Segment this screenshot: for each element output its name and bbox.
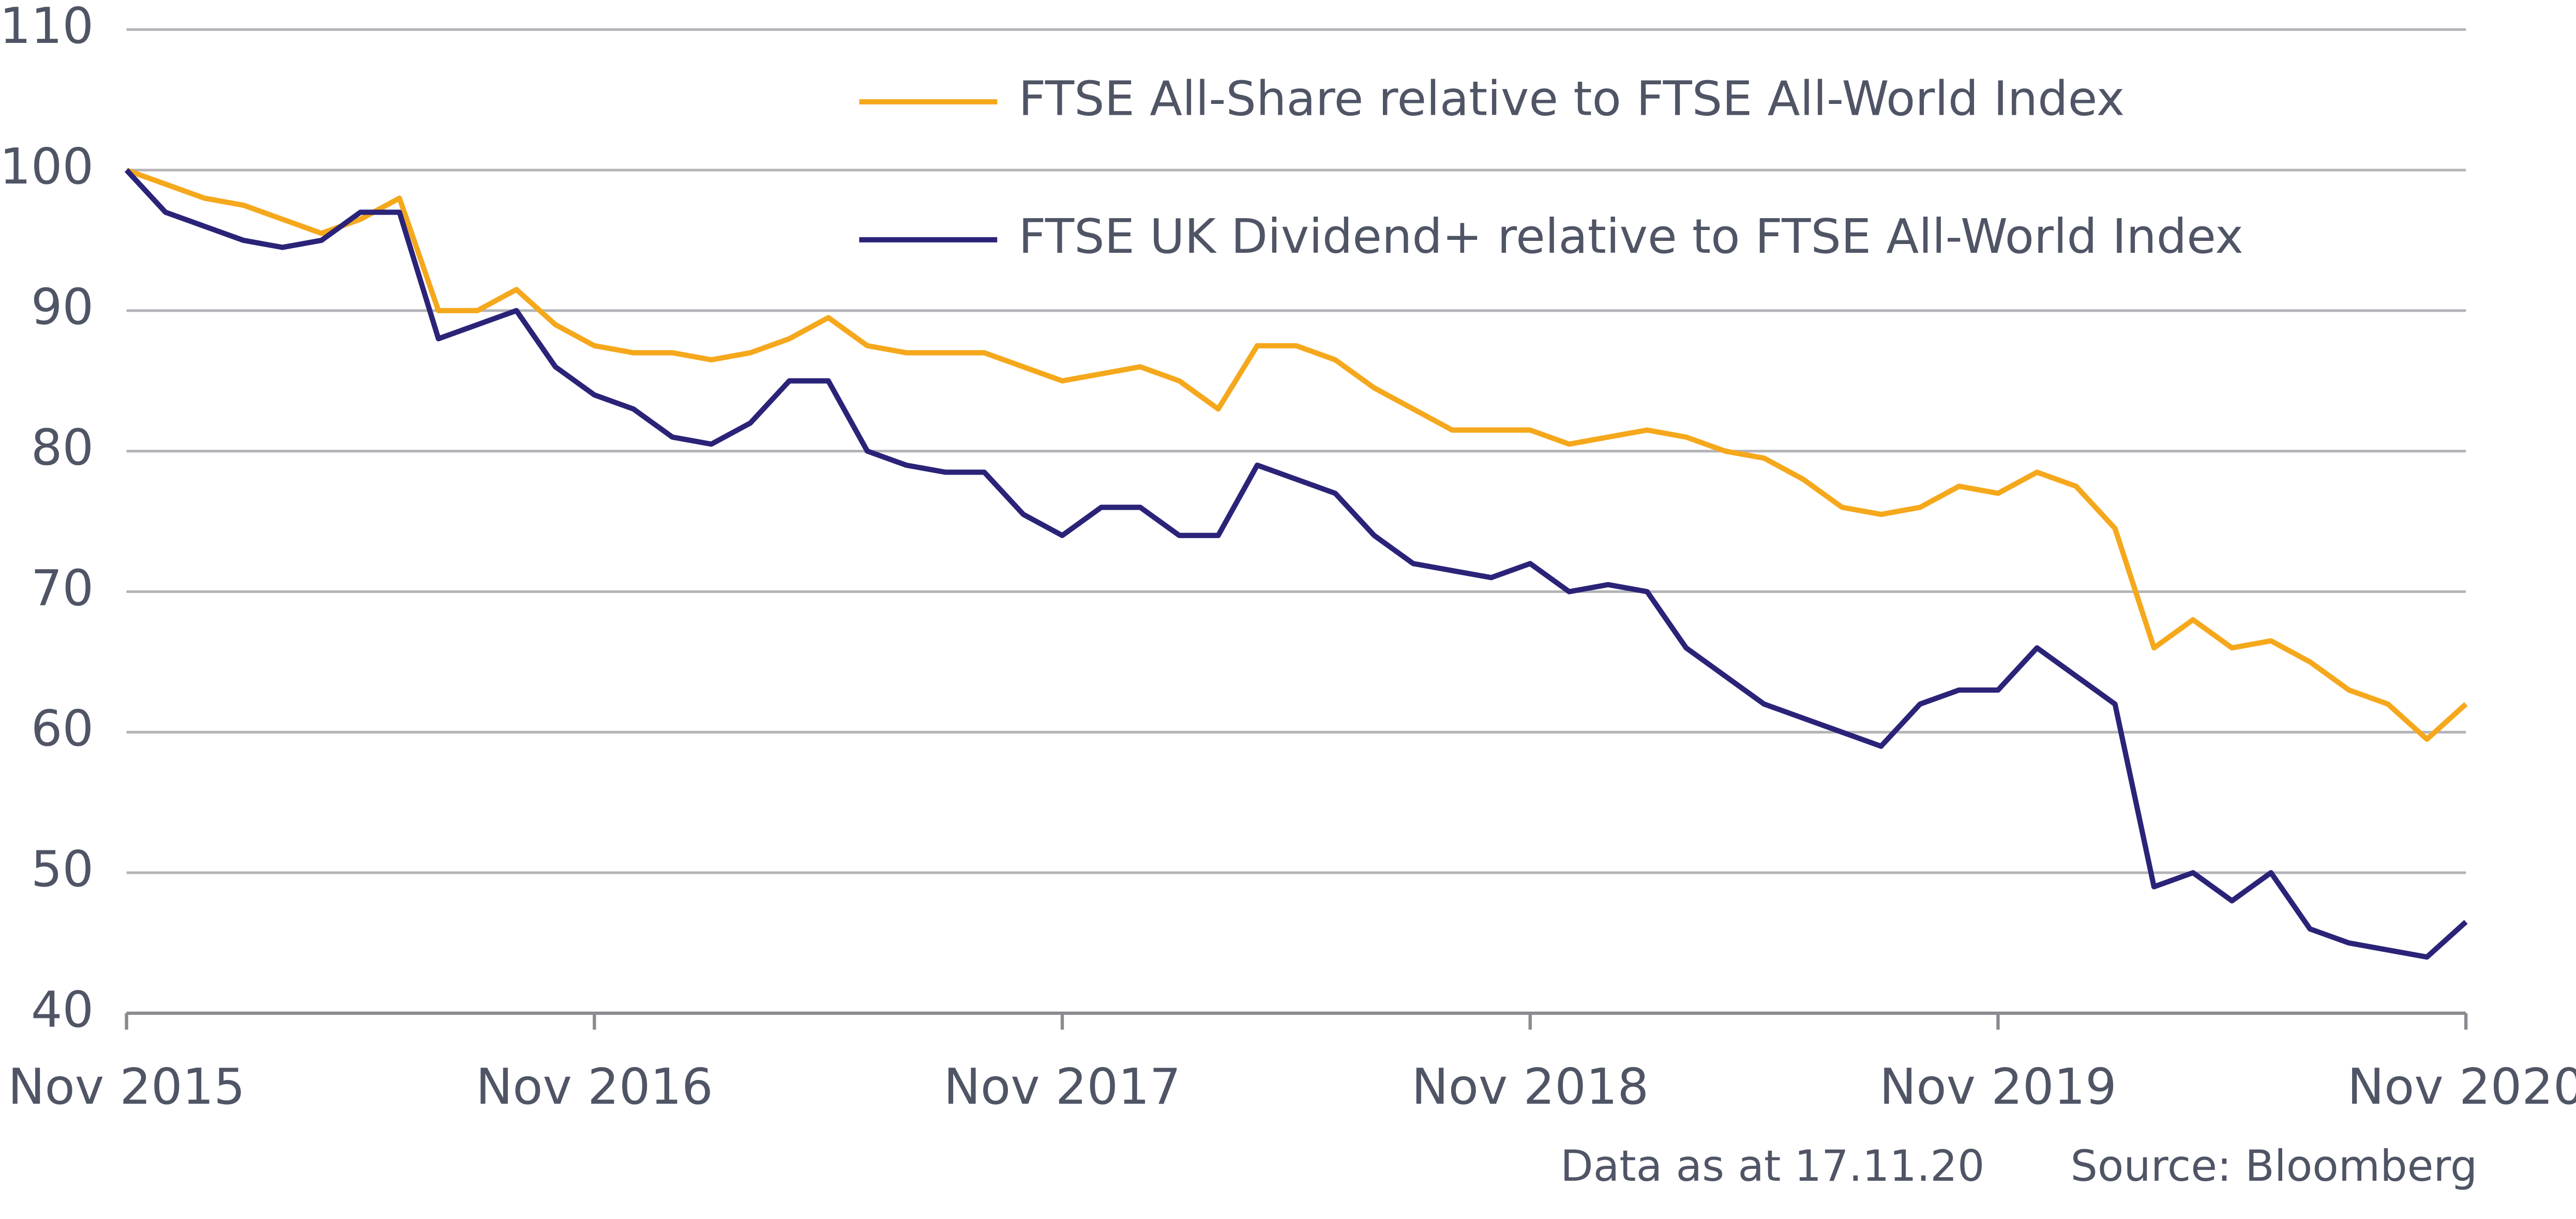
y-tick-label: 50 bbox=[31, 841, 94, 898]
y-tick-label: 70 bbox=[31, 560, 94, 617]
legend-label: FTSE UK Dividend+ relative to FTSE All-W… bbox=[1019, 208, 2243, 264]
x-tick-label: Nov 2017 bbox=[944, 1059, 1181, 1116]
y-tick-label: 100 bbox=[0, 139, 94, 195]
legend-label: FTSE All-Share relative to FTSE All-Worl… bbox=[1019, 70, 2125, 126]
x-tick-label: Nov 2018 bbox=[1411, 1059, 1649, 1116]
series-line bbox=[124, 168, 2468, 960]
y-tick-label: 40 bbox=[31, 982, 94, 1039]
x-tick-label: Nov 2016 bbox=[476, 1059, 713, 1116]
x-tick-label: Nov 2015 bbox=[8, 1059, 245, 1116]
y-tick-label: 110 bbox=[0, 0, 94, 55]
y-tick-label: 60 bbox=[31, 700, 94, 757]
x-tick-label: Nov 2019 bbox=[1879, 1059, 2117, 1116]
data-date-note: Data as at 17.11.20 bbox=[1560, 1141, 1984, 1191]
y-tick-label: 80 bbox=[31, 420, 94, 477]
x-tick-label: Nov 2020 bbox=[2347, 1059, 2576, 1116]
source-note: Source: Bloomberg bbox=[2070, 1141, 2477, 1191]
y-tick-label: 90 bbox=[31, 279, 94, 336]
series-line bbox=[125, 167, 2468, 742]
